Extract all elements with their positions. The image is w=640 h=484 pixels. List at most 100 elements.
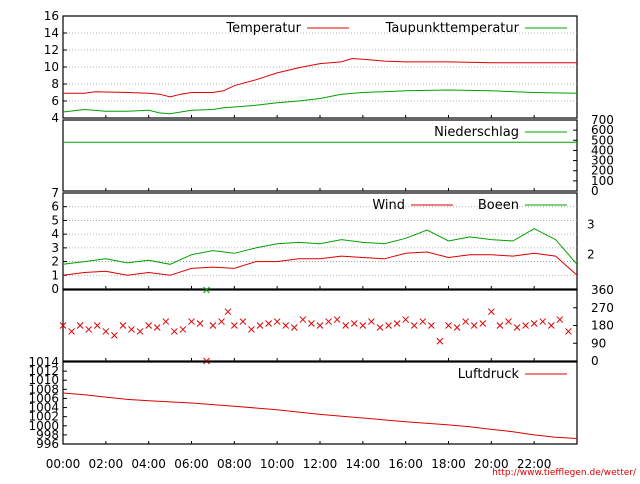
panel-3-scatter-point (505, 318, 512, 325)
panel-3-scatter-point (350, 320, 358, 327)
panel-4-legend-label: Luftdruck (458, 367, 520, 382)
x-tick-label: 04:00 (131, 457, 166, 471)
panel-4-y-tick-label: 1014 (28, 355, 59, 369)
panel-2-series-0-line (62, 251, 578, 276)
panel-3-scatter-point (273, 318, 281, 325)
panel-3-scatter-point (239, 318, 247, 325)
panel-2-y-tick-label: 3 (51, 241, 59, 255)
x-tick-label: 20:00 (474, 457, 509, 471)
panel-4-y-tick-label: 1006 (28, 391, 59, 405)
panel-0-series-1-line (62, 89, 578, 115)
panel-3-scatter-point (188, 318, 195, 325)
x-tick-label: 10:00 (260, 457, 295, 471)
credit-link[interactable]: http://www.tiefflegen.de/wetter/ (492, 468, 636, 478)
panel-4-y-tick-label: 1000 (28, 419, 59, 433)
panel-3-scatter-point (145, 322, 153, 329)
panel-2-legend-label: Wind (372, 198, 405, 213)
x-tick-label: 00:00 (46, 457, 81, 471)
panel-3-scatter-point (59, 322, 67, 329)
panel-3-scatter-point (111, 332, 118, 339)
panel-3-scatter-point (445, 322, 452, 329)
panel-3-scatter-point (308, 320, 315, 327)
panel-3-scatter-point (282, 322, 290, 329)
panel-2-legend-label: Boeen (478, 198, 519, 213)
panel-3-scatter-point (209, 322, 217, 329)
panel-3-scatter-point (539, 318, 547, 325)
panel-3-scatter-point (453, 324, 461, 331)
panel-0-y-tick-label: 10 (44, 60, 59, 74)
panel-3-scatter-point (136, 328, 144, 335)
panel-3-scatter-point (522, 322, 529, 329)
panel-0-y-tick-label: 14 (44, 26, 59, 40)
panel-3-scatter-point (171, 328, 178, 335)
panel-2-y-tick-label: 1 (51, 268, 59, 282)
panel-0-series-0-line (63, 57, 577, 98)
panel-3-scatter-point (376, 324, 384, 331)
panel-2-right-tick-label: 3 (587, 218, 595, 232)
panel-0-y-tick-label: 8 (51, 77, 59, 91)
x-tick-label: 18:00 (431, 457, 466, 471)
panel-3-y-tick-label: 90 (591, 336, 606, 350)
panel-3-scatter-point (162, 318, 170, 325)
panel-3-scatter-point (230, 322, 238, 329)
panel-3-scatter-point (68, 328, 75, 335)
x-tick-label: 12:00 (303, 457, 338, 471)
panel-2-right-tick-label: 2 (587, 248, 595, 262)
panel-3-scatter-point (153, 324, 161, 331)
panel-4-y-tick-label: 1012 (28, 364, 59, 378)
panel-1-y-tick-label: 300 (591, 154, 614, 168)
panel-3-scatter-point (203, 357, 210, 365)
panel-3-scatter-point (402, 316, 410, 323)
panel-1-y-tick-label: 0 (591, 184, 599, 198)
panel-0-y-tick-label: 4 (51, 111, 59, 125)
panel-3-y-tick-label: 360 (591, 283, 614, 297)
panel-3-scatter-point (565, 328, 572, 335)
panel-3-scatter-point (385, 322, 392, 329)
x-tick-label: 02:00 (89, 457, 124, 471)
panel-3-scatter-point (393, 320, 401, 327)
panel-2-y-tick-label: 0 (51, 282, 59, 296)
panel-0-legend-label: Temperatur (225, 21, 301, 36)
panel-3-scatter-point (102, 328, 110, 335)
panel-1-y-tick-label: 700 (591, 113, 614, 127)
panel-3-scatter-point (325, 318, 332, 325)
panel-0-y-tick-label: 6 (51, 94, 59, 108)
panel-2-y-tick-label: 5 (51, 213, 59, 227)
panel-2-y-tick-label: 7 (51, 186, 59, 200)
panel-4-series-0-line (62, 392, 578, 439)
panel-3-scatter-point (76, 322, 84, 329)
panel-3-scatter-point (342, 322, 350, 329)
panel-1-y-tick-label: 400 (591, 143, 614, 157)
x-tick-label: 06:00 (174, 457, 209, 471)
panel-2-y-tick-label: 2 (51, 255, 59, 269)
x-tick-label: 22:00 (517, 457, 552, 471)
panel-0-y-tick-label: 16 (44, 9, 59, 23)
panel-3-scatter-point (368, 318, 375, 325)
panel-3-y-tick-label: 270 (591, 301, 614, 315)
panel-3-scatter-point (256, 322, 264, 329)
panel-3-scatter-point (248, 326, 255, 333)
panel-3-scatter-point (496, 322, 504, 329)
panel-4-y-tick-label: 1004 (28, 401, 59, 415)
panel-3-scatter-point (410, 322, 418, 329)
panel-3-scatter-point (333, 316, 341, 323)
panel-3-scatter-point (479, 320, 487, 327)
panel-3-scatter-point (218, 318, 225, 325)
panel-1-y-tick-label: 200 (591, 164, 614, 178)
panel-3-y-tick-label: 0 (591, 354, 599, 368)
panel-3-scatter-point (428, 322, 435, 329)
panel-3-scatter-point (556, 316, 564, 323)
panel-2-y-tick-label: 4 (51, 227, 59, 241)
panel-0-y-tick-label: 12 (44, 43, 59, 57)
panel-3-scatter-point (265, 320, 272, 327)
panel-2-series-1-line (62, 228, 578, 265)
x-tick-label: 16:00 (388, 457, 423, 471)
panel-4-y-tick-label: 1008 (28, 382, 59, 396)
panel-3-scatter-point (299, 316, 307, 323)
panel-3-scatter-point (436, 337, 444, 345)
panel-4-y-tick-label: 998 (36, 428, 59, 442)
panel-3-scatter-point (290, 324, 298, 331)
panel-3-scatter-point (487, 308, 495, 316)
panel-3-scatter-point (470, 322, 478, 329)
